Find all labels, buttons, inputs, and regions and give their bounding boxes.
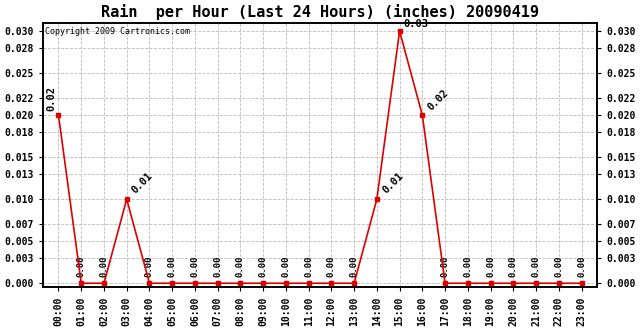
Text: 0.00: 0.00	[304, 256, 313, 277]
Text: 0.00: 0.00	[463, 256, 472, 277]
Text: 0.00: 0.00	[349, 256, 358, 277]
Text: 0.01: 0.01	[380, 171, 405, 196]
Text: 0.02: 0.02	[426, 88, 451, 113]
Text: 0.00: 0.00	[191, 256, 200, 277]
Text: 0.02: 0.02	[46, 86, 56, 111]
Text: 0.00: 0.00	[282, 256, 291, 277]
Text: 0.00: 0.00	[486, 256, 495, 277]
Text: 0.00: 0.00	[554, 256, 563, 277]
Text: 0.00: 0.00	[99, 256, 108, 277]
Text: 0.01: 0.01	[130, 171, 155, 196]
Text: 0.00: 0.00	[532, 256, 541, 277]
Text: 0.00: 0.00	[145, 256, 154, 277]
Text: 0.00: 0.00	[327, 256, 336, 277]
Text: 0.00: 0.00	[236, 256, 245, 277]
Text: 0.00: 0.00	[77, 256, 86, 277]
Text: 0.00: 0.00	[577, 256, 586, 277]
Text: 0.00: 0.00	[440, 256, 449, 277]
Text: 0.00: 0.00	[509, 256, 518, 277]
Text: 0.00: 0.00	[259, 256, 268, 277]
Text: 0.00: 0.00	[168, 256, 177, 277]
Text: 0.03: 0.03	[403, 18, 428, 29]
Text: Copyright 2009 Cartronics.com: Copyright 2009 Cartronics.com	[45, 27, 190, 36]
Text: 0.00: 0.00	[213, 256, 222, 277]
Title: Rain  per Hour (Last 24 Hours) (inches) 20090419: Rain per Hour (Last 24 Hours) (inches) 2…	[101, 4, 539, 20]
